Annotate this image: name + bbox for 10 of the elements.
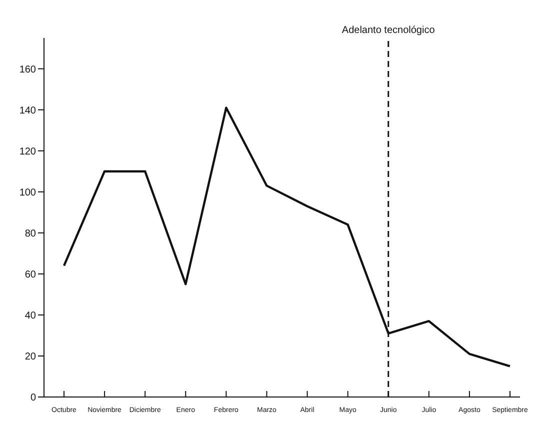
y-tick-label: 0	[30, 392, 36, 404]
y-tick-label: 40	[24, 310, 36, 322]
y-tick-label: 120	[19, 146, 36, 158]
y-tick-label: 100	[19, 187, 36, 198]
y-tick-label: 140	[19, 105, 36, 116]
y-tick-label: 160	[19, 64, 36, 76]
y-tick-label: 60	[24, 269, 36, 280]
y-tick-label: 80	[24, 228, 36, 240]
y-tick-label: 20	[24, 352, 36, 363]
ref-line-label: Adelanto tecnológico	[342, 25, 436, 36]
